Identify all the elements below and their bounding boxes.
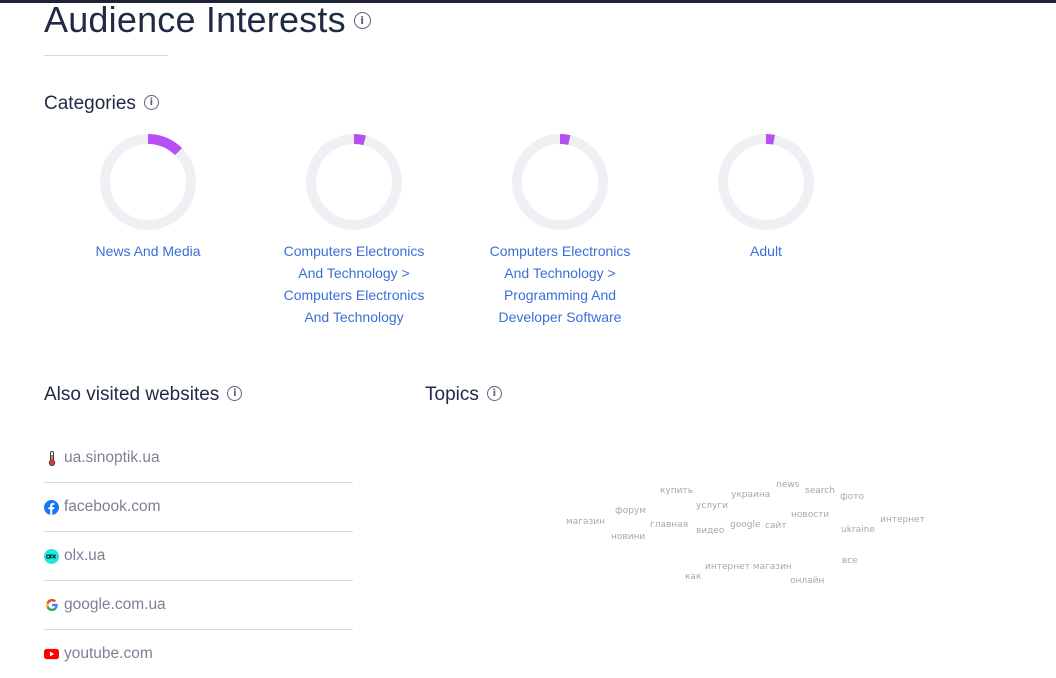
topic-word[interactable]: онлайн [790, 576, 825, 586]
site-domain[interactable]: google.com.ua [64, 596, 166, 613]
topic-word[interactable]: магазин [566, 517, 606, 527]
info-icon[interactable]: i [143, 94, 159, 110]
topics-heading: Topics i [425, 383, 502, 407]
topic-word[interactable]: украина [731, 490, 771, 500]
site-domain[interactable]: olx.ua [64, 547, 106, 564]
topic-word[interactable]: сайт [765, 521, 787, 531]
youtube-icon [44, 647, 59, 662]
topic-word[interactable]: новости [791, 510, 830, 520]
category-link[interactable]: News And Media [95, 243, 201, 259]
topic-word[interactable]: ukraine [841, 525, 875, 535]
category-item[interactable]: Computers Electronics And Technology > C… [274, 132, 434, 328]
site-item[interactable]: youtube.com [44, 630, 353, 678]
topic-word[interactable]: видео [696, 526, 725, 536]
topic-word[interactable]: форум [615, 506, 647, 516]
site-domain[interactable]: youtube.com [64, 645, 153, 662]
categories-heading: Categories i [44, 92, 159, 116]
topic-word[interactable]: главная [650, 520, 689, 530]
also-visited-list: ua.sinoptik.ua facebook.com olx.ua googl… [44, 434, 353, 678]
info-icon[interactable]: i [486, 385, 502, 401]
site-item[interactable]: facebook.com [44, 483, 353, 532]
google-icon [44, 598, 59, 613]
topic-word[interactable]: как [685, 572, 702, 582]
also-visited-heading: Also visited websites i [44, 383, 243, 407]
category-ring [512, 134, 608, 230]
info-icon[interactable]: i [227, 385, 243, 401]
topic-word[interactable]: фото [840, 492, 864, 502]
topic-word[interactable]: новини [611, 532, 646, 542]
topic-word[interactable]: search [805, 486, 835, 496]
topic-word[interactable]: купить [660, 486, 694, 496]
category-ring [100, 134, 196, 230]
category-link[interactable]: Adult [750, 243, 782, 259]
category-item[interactable]: Adult [686, 132, 846, 262]
category-item[interactable]: News And Media [68, 132, 228, 262]
olx-icon [44, 548, 59, 564]
category-ring [718, 134, 814, 230]
facebook-icon [44, 499, 59, 515]
topic-word[interactable]: интернет [880, 515, 925, 525]
topic-word[interactable]: интернет магазин [705, 562, 792, 572]
site-domain[interactable]: ua.sinoptik.ua [64, 449, 160, 466]
top-border [0, 0, 1056, 3]
topic-word[interactable]: google [730, 520, 761, 530]
category-item[interactable]: Computers Electronics And Technology > P… [480, 132, 640, 328]
topics-word-cloud: купить news search украина фото форум ус… [540, 470, 960, 600]
thermometer-icon [44, 450, 59, 466]
page-title: Audience Interests i [44, 0, 371, 40]
topic-word[interactable]: все [842, 556, 858, 566]
topic-word[interactable]: услуги [696, 501, 728, 511]
site-item[interactable]: ua.sinoptik.ua [44, 434, 353, 483]
category-link[interactable]: Computers Electronics And Technology > P… [489, 243, 631, 325]
site-domain[interactable]: facebook.com [64, 498, 161, 515]
site-item[interactable]: olx.ua [44, 532, 353, 581]
title-underline [44, 55, 168, 56]
category-link[interactable]: Computers Electronics And Technology > C… [283, 243, 425, 325]
site-item[interactable]: google.com.ua [44, 581, 353, 630]
topic-word[interactable]: news [776, 480, 800, 490]
info-icon[interactable]: i [353, 11, 371, 29]
category-ring [306, 134, 402, 230]
